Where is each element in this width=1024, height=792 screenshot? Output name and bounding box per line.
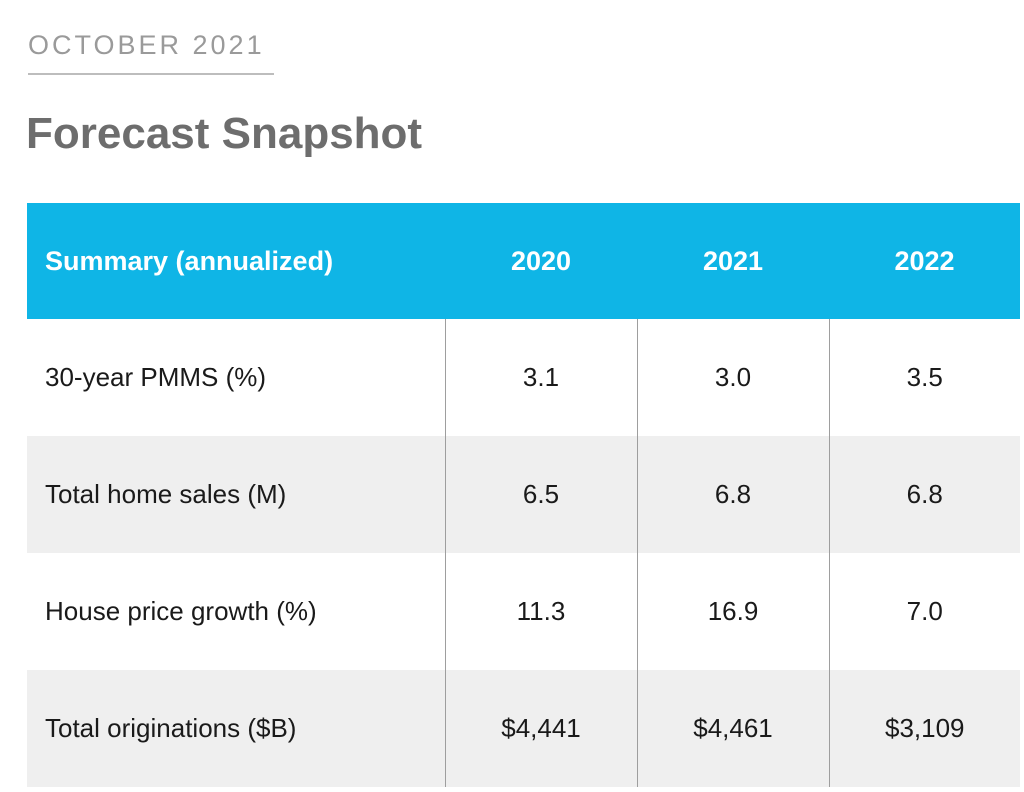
table-cell: 3.5 — [828, 319, 1020, 436]
header-cell-2021: 2021 — [702, 245, 764, 276]
table-cell: $3,109 — [828, 670, 1020, 787]
table-cell: 11.3 — [444, 553, 637, 670]
table-row: 30-year PMMS (%) 3.1 3.0 3.5 — [27, 319, 1020, 436]
row-label: Total originations ($B) — [45, 713, 297, 743]
table-cell: $4,441 — [444, 670, 637, 787]
header-cell-2022: 2022 — [894, 245, 955, 276]
header-cell-summary: Summary (annualized) — [45, 245, 334, 276]
table-cell: 3.1 — [444, 319, 637, 436]
forecast-table: Summary (annualized) 2020 2021 2022 30-y… — [27, 203, 1020, 787]
table-cell: 3.0 — [636, 319, 829, 436]
eyebrow-date: OCTOBER 2021 — [28, 30, 265, 60]
table-row: Total home sales (M) 6.5 6.8 6.8 — [27, 436, 1020, 553]
eyebrow-underline — [28, 73, 274, 75]
table-cell: 7.0 — [828, 553, 1020, 670]
table-cell: 16.9 — [636, 553, 829, 670]
table-header-row: Summary (annualized) 2020 2021 2022 — [27, 203, 1020, 319]
table-cell: $4,461 — [636, 670, 829, 787]
table-row: Total originations ($B) $4,441 $4,461 $3… — [27, 670, 1020, 787]
page-title: Forecast Snapshot — [26, 109, 423, 158]
table-cell: 6.8 — [636, 436, 829, 553]
header-cell-2020: 2020 — [510, 245, 572, 276]
row-label: 30-year PMMS (%) — [45, 362, 267, 392]
table-cell: 6.5 — [444, 436, 637, 553]
row-label: Total home sales (M) — [45, 479, 287, 509]
row-label: House price growth (%) — [45, 596, 317, 626]
table-row: House price growth (%) 11.3 16.9 7.0 — [27, 553, 1020, 670]
table-cell: 6.8 — [828, 436, 1020, 553]
